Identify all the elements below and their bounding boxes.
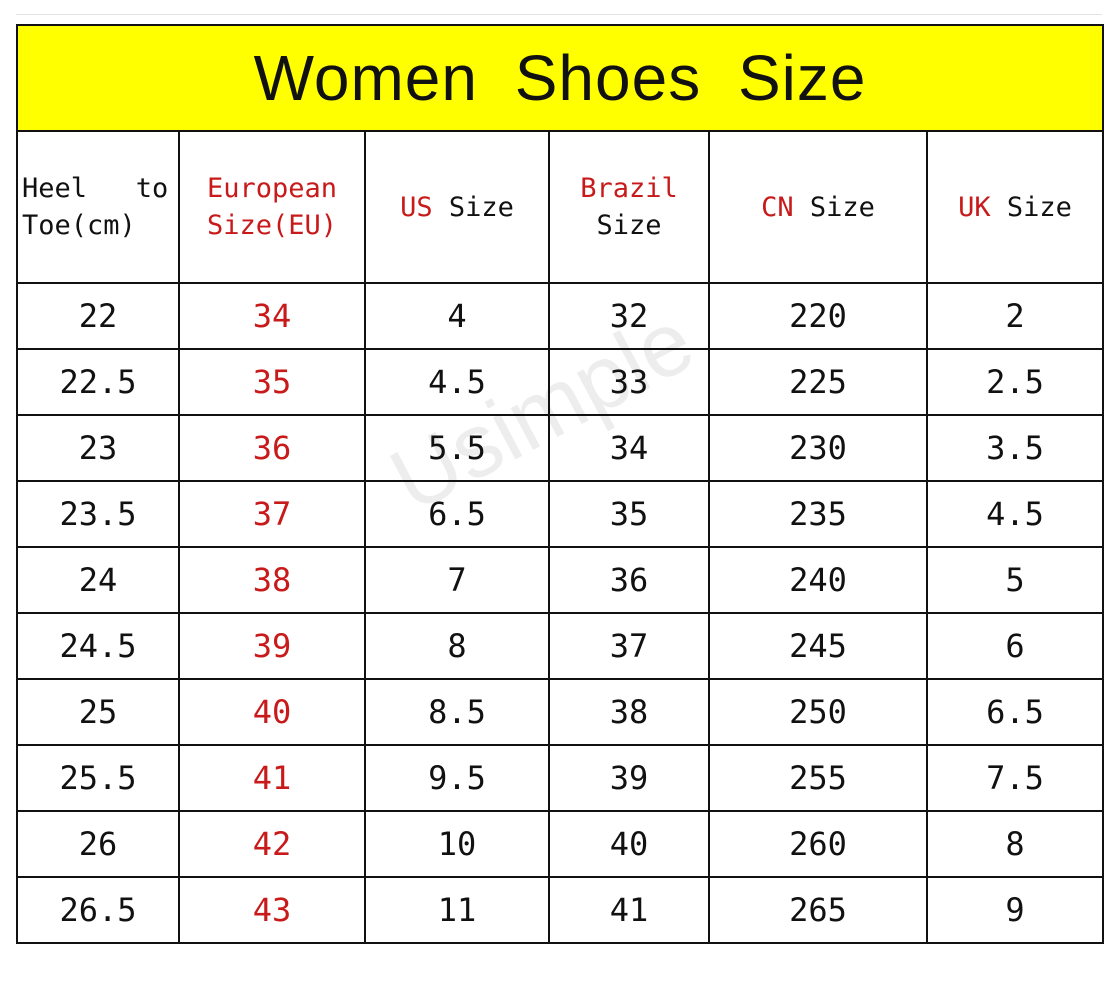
table-row: 23.5 37 6.5 35 235 4.5 xyxy=(16,480,1105,548)
cell-heel-to-toe: 23.5 xyxy=(16,480,180,548)
cell-brazil-size: 32 xyxy=(548,282,710,350)
cell-brazil-size: 36 xyxy=(548,546,710,614)
cell-cn-size: 225 xyxy=(708,348,928,416)
cell-heel-to-toe: 23 xyxy=(16,414,180,482)
table-row: 25 40 8.5 38 250 6.5 xyxy=(16,678,1105,746)
cell-eu-size: 39 xyxy=(178,612,366,680)
cell-us-size: 7 xyxy=(364,546,550,614)
cell-cn-size: 255 xyxy=(708,744,928,812)
cell-eu-size: 42 xyxy=(178,810,366,878)
table-row: 22 34 4 32 220 2 xyxy=(16,282,1105,350)
table-row: 26 42 10 40 260 8 xyxy=(16,810,1105,878)
cell-uk-size: 8 xyxy=(925,810,1105,878)
cell-brazil-size: 34 xyxy=(548,414,710,482)
cell-us-size: 5.5 xyxy=(364,414,550,482)
cell-us-size: 4 xyxy=(364,282,550,350)
cell-uk-size: 9 xyxy=(925,876,1105,944)
cell-eu-size: 37 xyxy=(178,480,366,548)
cell-eu-size: 40 xyxy=(178,678,366,746)
cell-us-size: 8.5 xyxy=(364,678,550,746)
cell-cn-size: 260 xyxy=(708,810,928,878)
header-brazil-size: Brazil Size xyxy=(548,130,710,284)
header-cn-size: CN Size xyxy=(708,130,928,284)
cell-eu-size: 41 xyxy=(178,744,366,812)
cell-eu-size: 38 xyxy=(178,546,366,614)
cell-heel-to-toe: 26.5 xyxy=(16,876,180,944)
header-us-size: US Size xyxy=(364,130,550,284)
cell-heel-to-toe: 25.5 xyxy=(16,744,180,812)
cell-us-size: 4.5 xyxy=(364,348,550,416)
cell-heel-to-toe: 22.5 xyxy=(16,348,180,416)
cell-brazil-size: 38 xyxy=(548,678,710,746)
cell-heel-to-toe: 22 xyxy=(16,282,180,350)
cell-uk-size: 2 xyxy=(925,282,1105,350)
cell-eu-size: 43 xyxy=(178,876,366,944)
cell-uk-size: 7.5 xyxy=(925,744,1105,812)
cell-uk-size: 2.5 xyxy=(925,348,1105,416)
cell-uk-size: 6.5 xyxy=(925,678,1105,746)
chart-title: Women Shoes Size xyxy=(15,24,1105,132)
cell-cn-size: 235 xyxy=(708,480,928,548)
cell-brazil-size: 35 xyxy=(548,480,710,548)
table-row: 24 38 7 36 240 5 xyxy=(16,546,1105,614)
cell-cn-size: 240 xyxy=(708,546,928,614)
cell-cn-size: 245 xyxy=(708,612,928,680)
cell-cn-size: 250 xyxy=(708,678,928,746)
table-row: 25.5 41 9.5 39 255 7.5 xyxy=(16,744,1105,812)
cell-us-size: 11 xyxy=(364,876,550,944)
table-row: 23 36 5.5 34 230 3.5 xyxy=(16,414,1105,482)
cell-heel-to-toe: 24.5 xyxy=(16,612,180,680)
header-uk-size: UK Size xyxy=(925,130,1105,284)
header-heel-to-toe: Heel to Toe(cm) xyxy=(16,130,180,284)
cell-us-size: 8 xyxy=(364,612,550,680)
size-chart-table: Women Shoes Size Heel to Toe(cm) European… xyxy=(15,24,1105,944)
cell-brazil-size: 39 xyxy=(548,744,710,812)
cell-uk-size: 4.5 xyxy=(925,480,1105,548)
cell-uk-size: 6 xyxy=(925,612,1105,680)
cell-uk-size: 3.5 xyxy=(925,414,1105,482)
table-row: 24.5 39 8 37 245 6 xyxy=(16,612,1105,680)
cell-cn-size: 265 xyxy=(708,876,928,944)
sheet-gridline xyxy=(16,14,1102,25)
header-european-size: European Size(EU) xyxy=(178,130,366,284)
cell-brazil-size: 33 xyxy=(548,348,710,416)
table-row: 22.5 35 4.5 33 225 2.5 xyxy=(16,348,1105,416)
cell-us-size: 10 xyxy=(364,810,550,878)
cell-uk-size: 5 xyxy=(925,546,1105,614)
cell-brazil-size: 41 xyxy=(548,876,710,944)
table-row: 26.5 43 11 41 265 9 xyxy=(16,876,1105,944)
cell-eu-size: 34 xyxy=(178,282,366,350)
cell-brazil-size: 40 xyxy=(548,810,710,878)
cell-eu-size: 36 xyxy=(178,414,366,482)
cell-us-size: 9.5 xyxy=(364,744,550,812)
cell-heel-to-toe: 26 xyxy=(16,810,180,878)
cell-cn-size: 220 xyxy=(708,282,928,350)
cell-heel-to-toe: 25 xyxy=(16,678,180,746)
cell-eu-size: 35 xyxy=(178,348,366,416)
cell-cn-size: 230 xyxy=(708,414,928,482)
cell-brazil-size: 37 xyxy=(548,612,710,680)
cell-us-size: 6.5 xyxy=(364,480,550,548)
cell-heel-to-toe: 24 xyxy=(16,546,180,614)
